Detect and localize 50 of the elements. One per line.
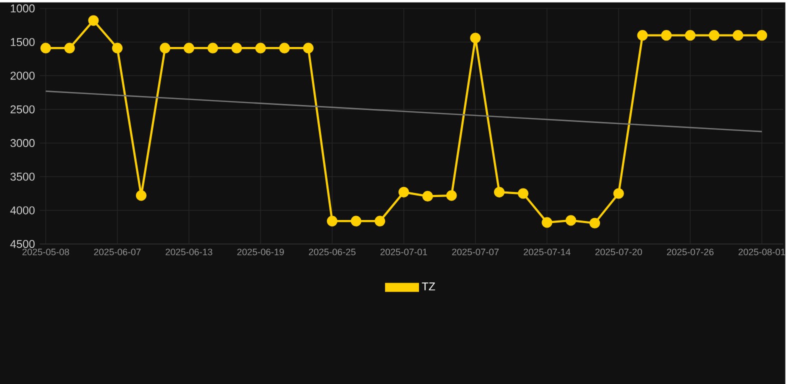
x-tick-label: 2025-07-14	[524, 248, 570, 256]
point	[494, 186, 505, 198]
point	[231, 42, 242, 54]
point	[136, 190, 147, 201]
point	[303, 42, 314, 54]
point	[350, 216, 362, 226]
y-tick-label: 4500	[10, 240, 35, 248]
point	[446, 190, 457, 201]
x-tick-label: 2025-06-25	[308, 248, 356, 256]
y-tick-label: 2500	[10, 105, 35, 114]
point	[756, 30, 768, 41]
point	[708, 30, 720, 41]
point	[160, 42, 170, 54]
point	[326, 216, 338, 226]
point	[279, 42, 290, 54]
point	[542, 217, 552, 228]
x-tick-label: 2025-07-01	[380, 248, 428, 256]
y-tick-label: 1500	[10, 38, 35, 46]
point	[613, 188, 624, 199]
x-tick-label: 2025-06-13	[166, 248, 212, 256]
point	[422, 190, 433, 202]
y-tick-label: 3000	[10, 138, 35, 147]
point	[470, 32, 481, 44]
legend-label: TZ	[422, 282, 436, 290]
point	[112, 42, 123, 54]
point	[64, 42, 75, 54]
point	[637, 30, 648, 41]
point	[88, 15, 99, 26]
x-tick-label: 2025-07-07	[452, 248, 499, 256]
point	[40, 42, 52, 54]
point	[589, 218, 600, 228]
y-tick-label: 3500	[10, 172, 35, 181]
x-tick-label: 2025-07-26	[666, 248, 714, 256]
point	[398, 186, 410, 198]
y-tick-label: 4000	[10, 206, 35, 214]
point	[566, 215, 576, 226]
x-tick-label: 2025-07-20	[595, 248, 642, 256]
point	[184, 42, 194, 54]
x-tick-label: 2025-06-07	[94, 248, 141, 256]
point	[208, 42, 218, 54]
point	[684, 30, 696, 41]
point	[518, 188, 528, 199]
y-tick-label: 1000	[10, 4, 35, 12]
point	[255, 42, 266, 54]
x-tick-label: 2025-06-19	[237, 248, 284, 256]
point	[374, 216, 386, 226]
point	[732, 30, 744, 41]
y-tick-label: 2000	[10, 72, 35, 80]
point	[661, 30, 672, 41]
x-tick-label: 2025-05-08	[22, 248, 70, 256]
